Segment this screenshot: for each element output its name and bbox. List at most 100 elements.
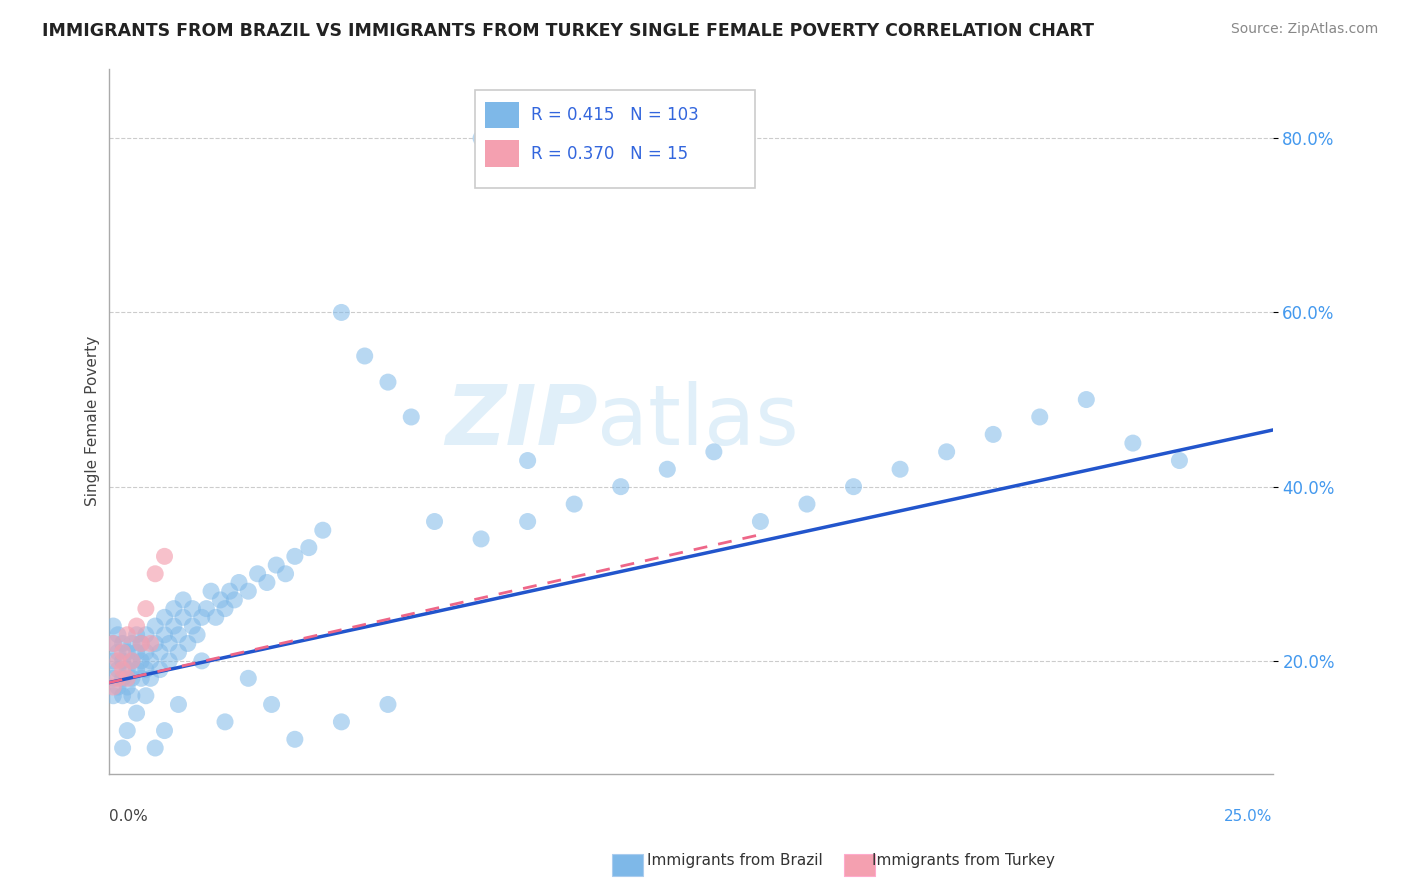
Point — [181, 619, 204, 633]
Point — [129, 671, 152, 685]
Point — [129, 654, 152, 668]
Point — [470, 532, 492, 546]
Point — [981, 427, 1004, 442]
Point — [153, 610, 176, 624]
Point — [610, 480, 633, 494]
Point — [399, 409, 422, 424]
Point — [153, 549, 176, 564]
Point — [330, 714, 353, 729]
Point — [796, 497, 818, 511]
Point — [111, 645, 134, 659]
Point — [139, 654, 162, 668]
Point — [107, 628, 129, 642]
Point — [135, 663, 157, 677]
Point — [1122, 436, 1144, 450]
Point — [125, 663, 148, 677]
Point — [935, 445, 957, 459]
Point — [330, 305, 353, 319]
Point — [107, 671, 129, 685]
Point — [149, 645, 172, 659]
Text: R = 0.370   N = 15: R = 0.370 N = 15 — [531, 145, 689, 163]
Point — [129, 636, 152, 650]
Point — [143, 636, 166, 650]
Point — [377, 698, 399, 712]
Point — [1168, 453, 1191, 467]
Point — [163, 619, 186, 633]
Point — [218, 584, 240, 599]
Text: ZIP: ZIP — [444, 381, 598, 462]
Point — [111, 636, 134, 650]
Point — [889, 462, 911, 476]
Point — [153, 628, 176, 642]
Point — [167, 645, 190, 659]
Point — [562, 497, 585, 511]
Point — [111, 689, 134, 703]
Point — [103, 619, 125, 633]
Point — [111, 663, 134, 677]
Text: R = 0.415   N = 103: R = 0.415 N = 103 — [531, 106, 699, 124]
Point — [246, 566, 269, 581]
Point — [121, 636, 143, 650]
Point — [167, 628, 190, 642]
Text: atlas: atlas — [598, 381, 799, 462]
Point — [117, 628, 139, 642]
Point — [238, 671, 260, 685]
Point — [274, 566, 297, 581]
Point — [204, 610, 226, 624]
Point — [377, 375, 399, 389]
Point — [103, 689, 125, 703]
Point — [103, 636, 125, 650]
Point — [842, 480, 865, 494]
Point — [186, 628, 208, 642]
Point — [1029, 409, 1052, 424]
Point — [172, 610, 194, 624]
Point — [143, 619, 166, 633]
Point — [190, 654, 212, 668]
Point — [516, 515, 538, 529]
Point — [117, 723, 139, 738]
Point — [167, 698, 190, 712]
Point — [117, 663, 139, 677]
Point — [117, 671, 139, 685]
Point — [264, 558, 287, 572]
Point — [117, 680, 139, 694]
Point — [190, 610, 212, 624]
Point — [107, 663, 129, 677]
Point — [149, 663, 172, 677]
Point — [516, 453, 538, 467]
Point — [163, 601, 186, 615]
Point — [139, 671, 162, 685]
Point — [200, 584, 222, 599]
Point — [298, 541, 321, 555]
Point — [121, 671, 143, 685]
Point — [103, 671, 125, 685]
Text: 0.0%: 0.0% — [108, 809, 148, 824]
Point — [209, 593, 232, 607]
Point — [135, 645, 157, 659]
Point — [224, 593, 246, 607]
Point — [103, 680, 125, 694]
Point — [125, 706, 148, 721]
Point — [703, 445, 725, 459]
Point — [129, 636, 152, 650]
Text: Immigrants from Brazil: Immigrants from Brazil — [647, 854, 823, 868]
Point — [260, 698, 283, 712]
Point — [125, 619, 148, 633]
FancyBboxPatch shape — [485, 102, 519, 128]
Text: IMMIGRANTS FROM BRAZIL VS IMMIGRANTS FROM TURKEY SINGLE FEMALE POVERTY CORRELATI: IMMIGRANTS FROM BRAZIL VS IMMIGRANTS FRO… — [42, 22, 1094, 40]
Point — [470, 131, 492, 145]
Point — [353, 349, 375, 363]
Point — [157, 636, 180, 650]
FancyBboxPatch shape — [475, 90, 755, 188]
Point — [256, 575, 278, 590]
Point — [117, 645, 139, 659]
Text: 25.0%: 25.0% — [1225, 809, 1272, 824]
Point — [103, 654, 125, 668]
Point — [107, 645, 129, 659]
Point — [125, 628, 148, 642]
Point — [135, 628, 157, 642]
Point — [423, 515, 446, 529]
Point — [238, 584, 260, 599]
Text: Source: ZipAtlas.com: Source: ZipAtlas.com — [1230, 22, 1378, 37]
Text: Immigrants from Turkey: Immigrants from Turkey — [872, 854, 1054, 868]
